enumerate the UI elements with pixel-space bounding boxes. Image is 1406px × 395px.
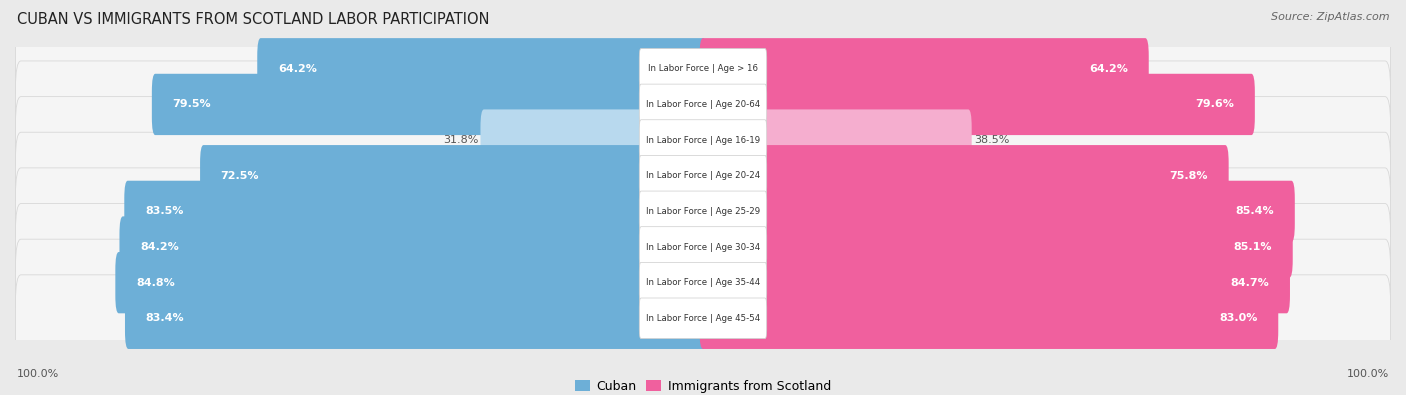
Text: 84.7%: 84.7%: [1230, 278, 1270, 288]
Text: 84.2%: 84.2%: [141, 242, 179, 252]
Text: 79.6%: 79.6%: [1195, 100, 1234, 109]
FancyBboxPatch shape: [125, 288, 706, 349]
FancyBboxPatch shape: [257, 38, 706, 100]
FancyBboxPatch shape: [700, 181, 1295, 242]
Text: 79.5%: 79.5%: [173, 100, 211, 109]
FancyBboxPatch shape: [124, 181, 706, 242]
FancyBboxPatch shape: [700, 288, 1278, 349]
FancyBboxPatch shape: [15, 203, 1391, 290]
FancyBboxPatch shape: [640, 298, 766, 339]
FancyBboxPatch shape: [640, 191, 766, 232]
FancyBboxPatch shape: [700, 109, 972, 171]
FancyBboxPatch shape: [700, 38, 1149, 100]
Text: 85.1%: 85.1%: [1233, 242, 1272, 252]
Text: 75.8%: 75.8%: [1170, 171, 1208, 181]
FancyBboxPatch shape: [700, 145, 1229, 206]
FancyBboxPatch shape: [15, 25, 1391, 112]
FancyBboxPatch shape: [481, 109, 706, 171]
FancyBboxPatch shape: [15, 275, 1391, 362]
Text: 64.2%: 64.2%: [278, 64, 316, 74]
FancyBboxPatch shape: [152, 74, 706, 135]
FancyBboxPatch shape: [15, 61, 1391, 148]
FancyBboxPatch shape: [700, 216, 1292, 278]
FancyBboxPatch shape: [640, 262, 766, 303]
Text: 31.8%: 31.8%: [443, 135, 478, 145]
Text: 84.8%: 84.8%: [136, 278, 174, 288]
Legend: Cuban, Immigrants from Scotland: Cuban, Immigrants from Scotland: [569, 375, 837, 395]
FancyBboxPatch shape: [200, 145, 706, 206]
Text: 85.4%: 85.4%: [1236, 206, 1274, 216]
FancyBboxPatch shape: [640, 227, 766, 267]
FancyBboxPatch shape: [120, 216, 706, 278]
FancyBboxPatch shape: [700, 74, 1254, 135]
Text: 83.5%: 83.5%: [145, 206, 183, 216]
FancyBboxPatch shape: [640, 84, 766, 125]
Text: In Labor Force | Age 25-29: In Labor Force | Age 25-29: [645, 207, 761, 216]
Text: In Labor Force | Age 30-34: In Labor Force | Age 30-34: [645, 243, 761, 252]
Text: In Labor Force | Age > 16: In Labor Force | Age > 16: [648, 64, 758, 73]
Text: 72.5%: 72.5%: [221, 171, 259, 181]
FancyBboxPatch shape: [640, 155, 766, 196]
Text: 100.0%: 100.0%: [17, 369, 59, 379]
FancyBboxPatch shape: [640, 120, 766, 160]
FancyBboxPatch shape: [15, 168, 1391, 255]
Text: In Labor Force | Age 16-19: In Labor Force | Age 16-19: [645, 135, 761, 145]
Text: 64.2%: 64.2%: [1090, 64, 1128, 74]
Text: 83.0%: 83.0%: [1219, 313, 1257, 324]
FancyBboxPatch shape: [15, 239, 1391, 326]
Text: In Labor Force | Age 45-54: In Labor Force | Age 45-54: [645, 314, 761, 323]
Text: 38.5%: 38.5%: [974, 135, 1010, 145]
Text: In Labor Force | Age 20-24: In Labor Force | Age 20-24: [645, 171, 761, 180]
FancyBboxPatch shape: [115, 252, 706, 313]
FancyBboxPatch shape: [15, 132, 1391, 219]
Text: Source: ZipAtlas.com: Source: ZipAtlas.com: [1271, 12, 1389, 22]
Text: 100.0%: 100.0%: [1347, 369, 1389, 379]
FancyBboxPatch shape: [700, 252, 1289, 313]
Text: In Labor Force | Age 20-64: In Labor Force | Age 20-64: [645, 100, 761, 109]
FancyBboxPatch shape: [15, 97, 1391, 184]
FancyBboxPatch shape: [640, 49, 766, 89]
Text: CUBAN VS IMMIGRANTS FROM SCOTLAND LABOR PARTICIPATION: CUBAN VS IMMIGRANTS FROM SCOTLAND LABOR …: [17, 12, 489, 27]
Text: 83.4%: 83.4%: [146, 313, 184, 324]
Text: In Labor Force | Age 35-44: In Labor Force | Age 35-44: [645, 278, 761, 287]
